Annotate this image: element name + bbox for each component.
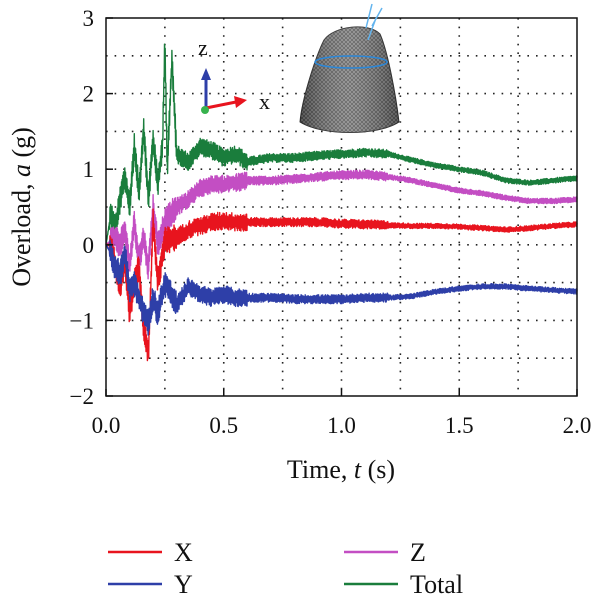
series-line-y — [105, 239, 578, 336]
y-axis-title: Overload, a (g) — [7, 127, 36, 287]
series-line-x — [105, 208, 578, 362]
y-tick-label: 0 — [83, 233, 95, 258]
y-ticks: −2 −1 0 1 2 3 — [70, 6, 113, 409]
x-tick-label: 0.0 — [92, 413, 121, 438]
legend-label-z: Z — [410, 538, 426, 567]
legend-label-x: X — [174, 538, 193, 567]
y-tick-label: 2 — [83, 82, 95, 107]
y-tick-label: 3 — [83, 6, 95, 31]
x-tick-label: 1.5 — [445, 413, 474, 438]
series-lines — [105, 43, 578, 362]
capsule-model-image — [299, 3, 400, 133]
legend-label-y: Y — [174, 570, 193, 599]
y-tick-label: −2 — [70, 384, 94, 409]
y-tick-label: −1 — [70, 308, 94, 333]
series-line-total — [105, 43, 578, 245]
coordinate-axes-icon: z x — [198, 35, 270, 114]
x-ticks: 0.0 0.5 1.0 1.5 2.0 — [92, 389, 592, 438]
x-tick-label: 1.0 — [327, 413, 356, 438]
legend: XY Z Total — [108, 538, 463, 599]
legend-label-total: Total — [410, 570, 463, 599]
y-tick-label: 1 — [83, 157, 95, 182]
x-tick-label: 2.0 — [563, 413, 592, 438]
inset-z-label: z — [198, 35, 208, 60]
x-tick-label: 0.5 — [209, 413, 238, 438]
x-axis-title: Time, t (s) — [287, 455, 395, 484]
series-line-z — [105, 169, 578, 280]
inset-x-label: x — [259, 89, 270, 114]
